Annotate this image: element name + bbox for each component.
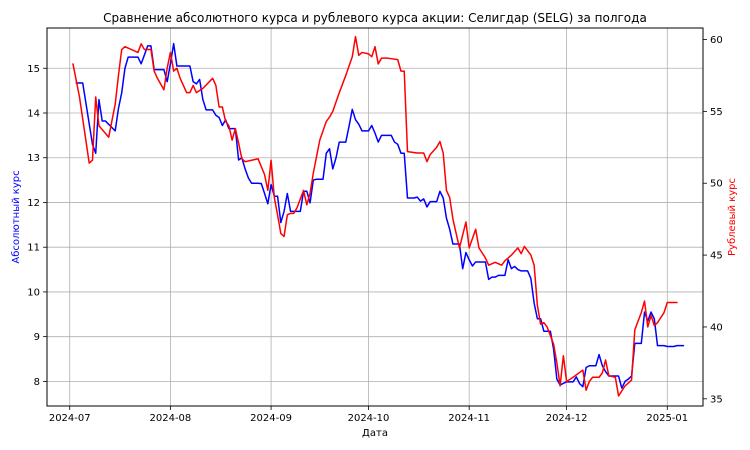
y-axis-left-title: Абсолютный курс [11, 170, 22, 263]
y-axis-right-title: Рублевый курс [727, 178, 738, 256]
x-tick-label: 2024-10 [348, 413, 390, 424]
y-left-tick-label: 12 [27, 198, 40, 209]
y-left-tick-label: 9 [34, 332, 40, 343]
series-line-left [75, 42, 685, 389]
y-left-tick-label: 11 [27, 243, 40, 254]
y-right-tick-label: 60 [710, 35, 723, 46]
x-tick-label: 2024-12 [546, 413, 588, 424]
x-tick-label: 2025-01 [646, 413, 688, 424]
y-right-tick-label: 35 [710, 394, 723, 405]
series-line-right [72, 35, 678, 397]
y-axis-left: 8 9 10 11 12 13 14 15 [27, 64, 47, 388]
x-tick-label: 2024-09 [250, 413, 292, 424]
grid [47, 28, 703, 406]
y-left-tick-label: 10 [27, 287, 40, 298]
y-right-tick-label: 50 [710, 179, 723, 190]
x-axis-title: Дата [362, 428, 388, 439]
x-tick-label: 2024-11 [448, 413, 490, 424]
x-tick-label: 2024-07 [49, 413, 91, 424]
plot-frame [46, 27, 704, 407]
x-tick-label: 2024-08 [150, 413, 192, 424]
y-left-tick-label: 8 [34, 377, 40, 388]
y-left-tick-label: 15 [27, 64, 40, 75]
y-axis-right: 35 40 45 50 55 60 [703, 35, 723, 405]
series-layer [72, 35, 685, 397]
y-right-tick-label: 55 [710, 107, 723, 118]
y-right-tick-label: 45 [710, 251, 723, 262]
y-left-tick-label: 13 [27, 153, 40, 164]
y-left-tick-label: 14 [27, 108, 40, 119]
x-axis: 2024-07 2024-08 2024-09 2024-10 2024-11 2024-… [49, 406, 688, 424]
y-right-tick-label: 40 [710, 322, 723, 333]
chart-title: Сравнение абсолютного курса и рублевого … [103, 11, 647, 25]
